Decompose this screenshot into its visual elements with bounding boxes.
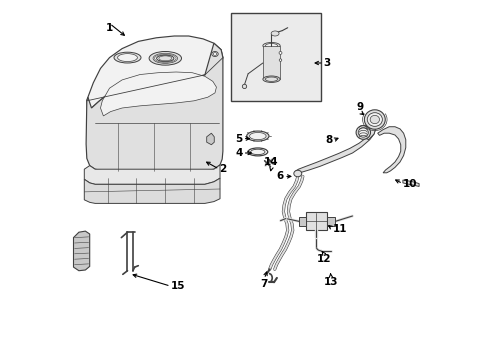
Polygon shape: [305, 212, 326, 230]
Ellipse shape: [114, 52, 141, 63]
Ellipse shape: [246, 131, 268, 141]
Text: 4: 4: [235, 148, 242, 158]
Ellipse shape: [211, 51, 218, 57]
Ellipse shape: [242, 84, 246, 89]
Ellipse shape: [149, 51, 181, 65]
Polygon shape: [377, 127, 405, 173]
Polygon shape: [86, 43, 223, 171]
Polygon shape: [101, 72, 216, 116]
Text: 11: 11: [332, 224, 346, 234]
Ellipse shape: [153, 53, 177, 63]
Ellipse shape: [250, 149, 264, 155]
Text: 1: 1: [106, 23, 113, 33]
Polygon shape: [295, 128, 375, 174]
Polygon shape: [363, 119, 375, 140]
Text: 10: 10: [402, 179, 417, 189]
Ellipse shape: [364, 110, 385, 129]
Ellipse shape: [293, 170, 301, 177]
Ellipse shape: [265, 77, 277, 81]
Ellipse shape: [366, 113, 382, 126]
Ellipse shape: [355, 126, 370, 139]
Text: 15: 15: [170, 281, 185, 291]
Polygon shape: [402, 180, 418, 186]
Polygon shape: [326, 217, 335, 226]
Text: 14: 14: [264, 157, 278, 167]
Ellipse shape: [213, 53, 216, 55]
Ellipse shape: [263, 42, 280, 49]
Ellipse shape: [369, 115, 379, 123]
Ellipse shape: [270, 31, 279, 36]
Text: 13: 13: [323, 277, 338, 287]
FancyBboxPatch shape: [230, 13, 320, 101]
Text: 8: 8: [325, 135, 332, 145]
Text: 9: 9: [355, 102, 363, 112]
Polygon shape: [299, 217, 305, 226]
Ellipse shape: [279, 51, 282, 54]
Polygon shape: [84, 178, 220, 203]
Ellipse shape: [263, 76, 280, 82]
Polygon shape: [73, 231, 89, 271]
Polygon shape: [263, 46, 280, 79]
Ellipse shape: [279, 59, 281, 61]
Text: 7: 7: [260, 279, 267, 289]
Ellipse shape: [249, 132, 265, 140]
Ellipse shape: [156, 55, 174, 62]
Polygon shape: [84, 165, 220, 184]
Text: 2: 2: [219, 164, 226, 174]
Polygon shape: [87, 36, 223, 115]
Text: 5: 5: [235, 134, 242, 144]
Ellipse shape: [265, 44, 277, 48]
Ellipse shape: [117, 54, 137, 62]
Text: 3: 3: [323, 58, 330, 68]
Ellipse shape: [358, 128, 367, 137]
Polygon shape: [206, 133, 214, 145]
Text: 12: 12: [316, 254, 330, 264]
Text: 6: 6: [276, 171, 284, 181]
